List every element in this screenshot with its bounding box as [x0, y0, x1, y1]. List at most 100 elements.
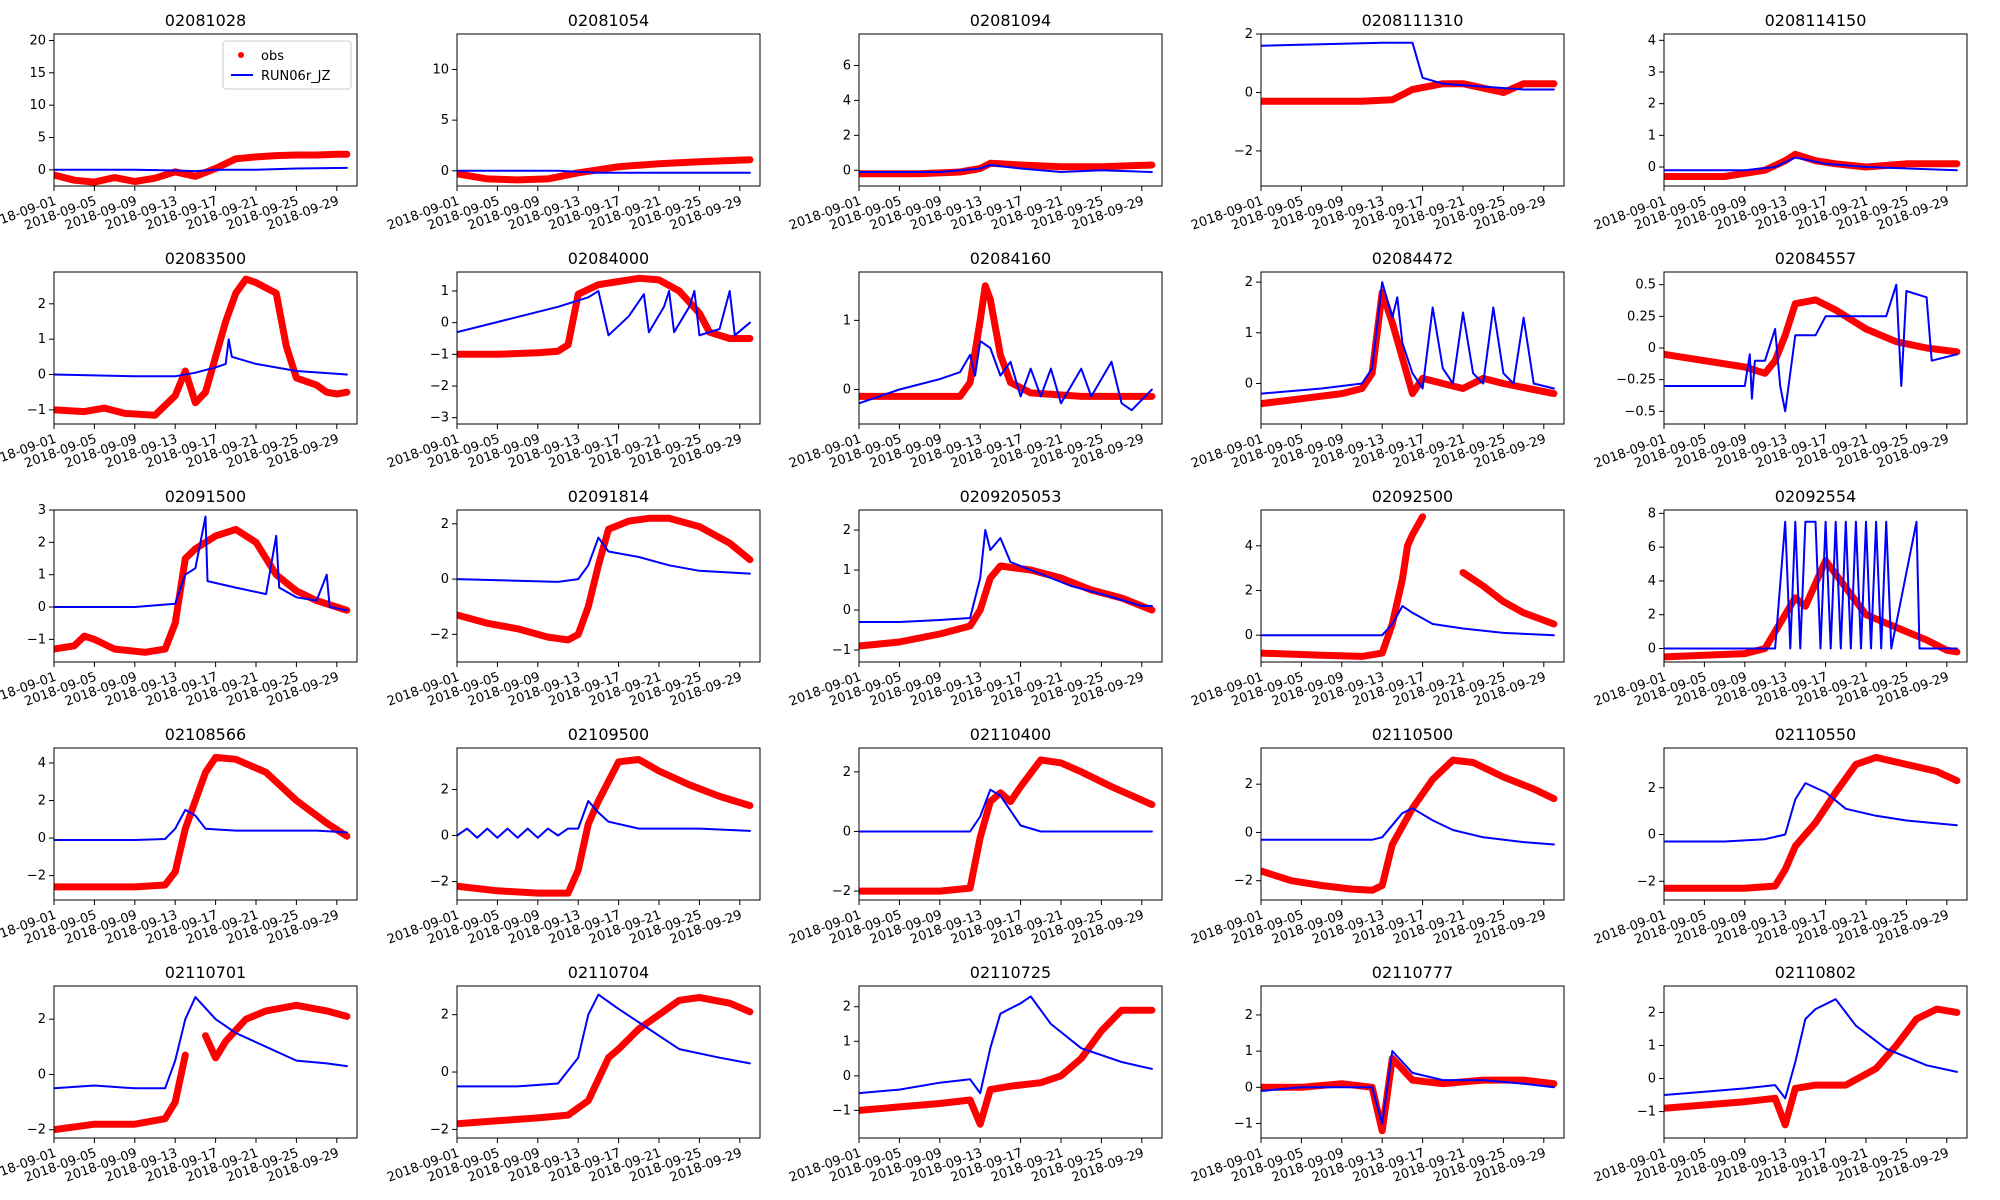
- y-tick-label: 2: [843, 765, 851, 780]
- subplot-title: 02109500: [568, 725, 649, 744]
- obs-series: [1459, 569, 1558, 628]
- axes-frame: [53, 985, 358, 1139]
- axes-frame: [1663, 509, 1968, 663]
- y-tick-label: −2: [430, 875, 449, 890]
- axes-frame: [53, 509, 358, 663]
- subplot-0208111310: 0208111310−2022018-09-012018-09-052018-0…: [1189, 11, 1565, 234]
- axes-frame: [1260, 33, 1565, 187]
- subplot-02091500: 02091500−101232018-09-012018-09-052018-0…: [0, 487, 358, 710]
- legend-obs-label: obs: [261, 49, 284, 64]
- y-tick-label: 2: [441, 1008, 449, 1023]
- subplot-02083500: 02083500−10122018-09-012018-09-052018-09…: [0, 249, 358, 472]
- axes-frame: [456, 33, 761, 187]
- subplot-title: 02092554: [1775, 487, 1856, 506]
- subplot-02110550: 02110550−2022018-09-012018-09-052018-09-…: [1592, 725, 1968, 948]
- obs-series: [1261, 756, 1558, 894]
- y-tick-label: 0: [843, 1069, 851, 1084]
- obs-series: [457, 274, 754, 358]
- y-tick-label: 0.5: [1635, 278, 1656, 293]
- y-tick-label: 2: [1648, 1005, 1656, 1020]
- subplot-02084557: 02084557−0.5−0.2500.250.52018-09-012018-…: [1592, 249, 1968, 472]
- obs-series: [202, 1001, 351, 1062]
- subplot-title: 02110802: [1775, 963, 1856, 982]
- subplot-title: 02084160: [970, 249, 1051, 268]
- axes-frame: [858, 747, 1163, 901]
- model-series: [1664, 782, 1958, 843]
- subplot-title: 02110500: [1372, 725, 1453, 744]
- subplot-02092554: 02092554024682018-09-012018-09-052018-09…: [1592, 487, 1968, 710]
- obs-series: [1261, 288, 1558, 408]
- model-series: [457, 993, 751, 1088]
- y-tick-label: −1: [1234, 1117, 1253, 1132]
- y-tick-label: 0: [441, 164, 449, 179]
- obs-series: [457, 756, 754, 897]
- subplot-0209205053: 0209205053−10122018-09-012018-09-052018-…: [787, 487, 1163, 710]
- y-tick-label: 2: [441, 517, 449, 532]
- model-series: [54, 515, 348, 612]
- y-tick-label: 1: [38, 332, 46, 347]
- y-tick-label: 0: [843, 163, 851, 178]
- obs-series: [54, 275, 351, 419]
- y-tick-label: 2: [38, 297, 46, 312]
- subplot-title: 02091500: [165, 487, 246, 506]
- y-tick-label: 3: [38, 503, 46, 518]
- y-tick-label: 1: [1648, 128, 1656, 143]
- y-tick-label: −1: [832, 1103, 851, 1118]
- y-tick-label: 0: [1245, 376, 1253, 391]
- y-tick-label: 20: [29, 33, 46, 48]
- y-tick-label: 8: [1648, 506, 1656, 521]
- y-tick-label: 1: [38, 568, 46, 583]
- model-series: [1261, 807, 1555, 846]
- subplot-title: 0208114150: [1765, 11, 1867, 30]
- axes-frame: [53, 271, 358, 425]
- y-tick-label: 0.25: [1627, 309, 1656, 324]
- y-tick-label: 1: [843, 1034, 851, 1049]
- legend: obs RUN06r_JZ: [222, 40, 352, 90]
- y-tick-label: 0: [1648, 341, 1656, 356]
- y-tick-label: 4: [1648, 33, 1656, 48]
- y-tick-label: 2: [1245, 275, 1253, 290]
- obs-series: [457, 994, 754, 1128]
- obs-series: [1664, 1005, 1961, 1129]
- y-tick-label: 0: [1245, 1080, 1253, 1095]
- subplot-02091814: 02091814−2022018-09-012018-09-052018-09-…: [385, 487, 761, 710]
- axes-frame: [858, 271, 1163, 425]
- subplot-02110500: 02110500−2022018-09-012018-09-052018-09-…: [1189, 725, 1565, 948]
- y-tick-label: 5: [441, 113, 449, 128]
- subplot-title: 0208111310: [1362, 11, 1464, 30]
- y-tick-label: −1: [27, 632, 46, 647]
- axes-frame: [1260, 985, 1565, 1139]
- y-tick-label: 1: [843, 313, 851, 328]
- subplot-02084472: 020844720122018-09-012018-09-052018-09-0…: [1189, 249, 1565, 472]
- subplot-02109500: 02109500−2022018-09-012018-09-052018-09-…: [385, 725, 761, 948]
- legend-box: [222, 40, 352, 90]
- y-tick-label: −0.5: [1624, 404, 1656, 419]
- subplot-title: 02083500: [165, 249, 246, 268]
- obs-series: [859, 282, 1156, 400]
- model-series: [859, 340, 1153, 412]
- model-series: [1261, 1050, 1555, 1125]
- y-tick-label: 10: [432, 62, 449, 77]
- y-tick-label: 1: [1648, 1038, 1656, 1053]
- axes-frame: [456, 271, 761, 425]
- model-series: [1261, 605, 1555, 637]
- y-tick-label: 2: [1245, 777, 1253, 792]
- subplot-title: 02081028: [165, 11, 246, 30]
- obs-series: [1261, 80, 1558, 105]
- y-tick-label: 0: [1648, 1072, 1656, 1087]
- model-series: [457, 169, 751, 174]
- y-tick-label: 1: [1245, 326, 1253, 341]
- subplot-title: 02084000: [568, 249, 649, 268]
- y-tick-label: 0: [441, 316, 449, 331]
- subplot-02081028: 02081028051015202018-09-012018-09-052018…: [0, 11, 358, 234]
- y-tick-label: 0: [1245, 85, 1253, 100]
- y-tick-label: 2: [843, 1000, 851, 1015]
- subplot-02110704: 02110704−2022018-09-012018-09-052018-09-…: [385, 963, 761, 1186]
- obs-series: [1664, 296, 1961, 377]
- subplot-title: 02110725: [970, 963, 1051, 982]
- y-tick-label: 2: [441, 782, 449, 797]
- model-series: [1664, 283, 1958, 413]
- y-tick-label: 15: [29, 66, 46, 81]
- y-tick-label: 2: [38, 794, 46, 809]
- model-series: [54, 338, 348, 378]
